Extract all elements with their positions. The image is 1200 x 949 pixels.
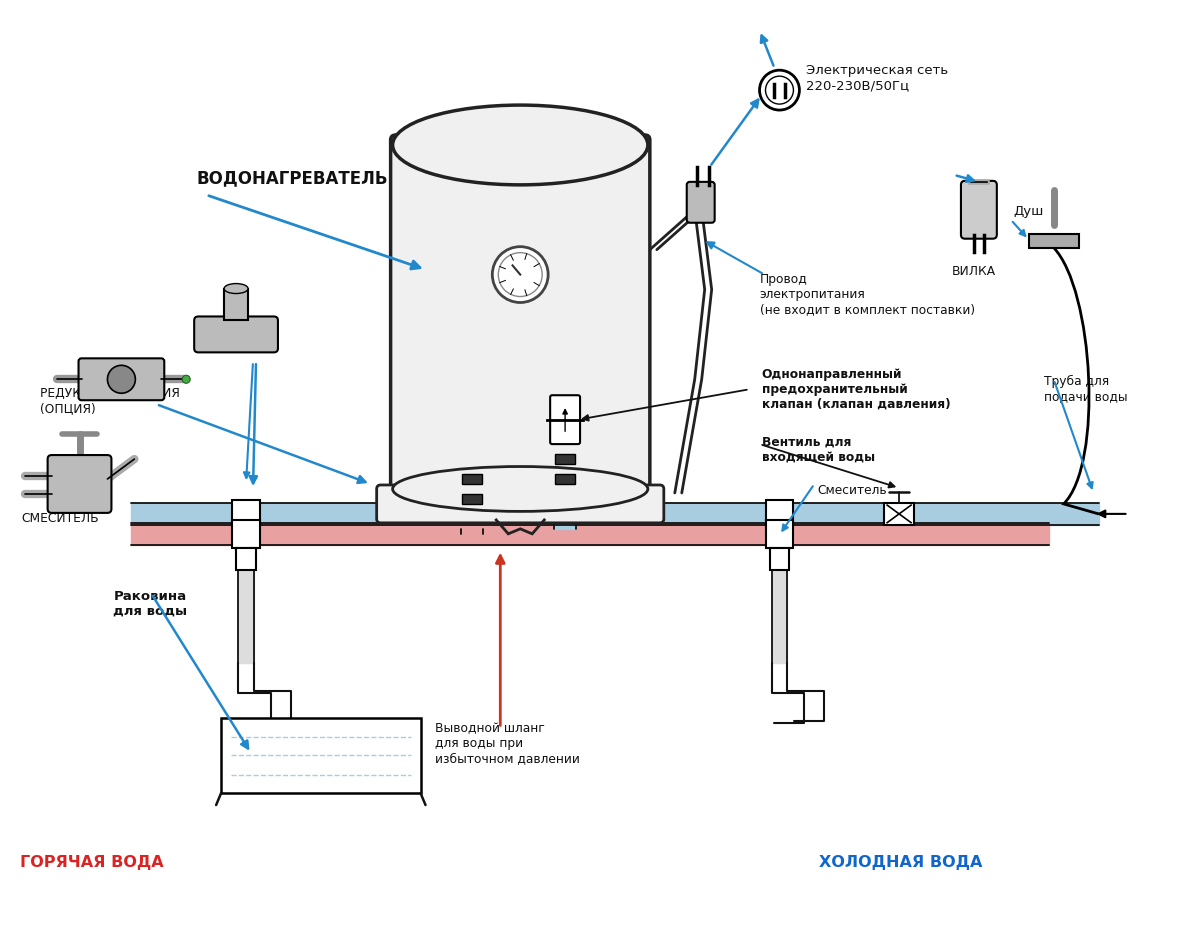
Bar (769, 548, 790, 569)
Text: Вентиль для
входящей воды: Вентиль для входящей воды (762, 435, 875, 463)
Text: Электрическая сеть
220-230В/50Гц: Электрическая сеть 220-230В/50Гц (806, 65, 948, 92)
Bar (224, 288, 248, 321)
Bar (556, 474, 575, 484)
FancyBboxPatch shape (686, 182, 715, 223)
Bar (1028, 233, 1079, 248)
Text: ТРОЙНИК: ТРОЙНИК (202, 325, 262, 338)
Text: ХОЛОДНАЯ ВОДА: ХОЛОДНАЯ ВОДА (820, 855, 983, 870)
Text: Душ: Душ (1014, 205, 1044, 218)
Bar (766, 520, 793, 548)
FancyBboxPatch shape (377, 485, 664, 523)
Circle shape (108, 365, 136, 393)
Circle shape (182, 375, 191, 383)
Text: Однонаправленный
предохранительный
клапан (клапан давления): Однонаправленный предохранительный клапа… (762, 368, 950, 411)
FancyBboxPatch shape (550, 395, 580, 444)
Bar (766, 500, 793, 528)
Text: Раковина
для воды: Раковина для воды (114, 589, 187, 618)
Bar (236, 548, 256, 569)
Circle shape (766, 76, 793, 104)
Ellipse shape (392, 105, 648, 185)
Bar (462, 474, 482, 484)
Text: ВИЛКА: ВИЛКА (952, 265, 996, 278)
Text: ГОРЯЧАЯ ВОДА: ГОРЯЧАЯ ВОДА (19, 855, 163, 870)
Ellipse shape (392, 467, 648, 512)
Bar (884, 503, 914, 525)
Circle shape (492, 247, 548, 303)
Bar (236, 528, 256, 549)
FancyBboxPatch shape (194, 316, 278, 352)
FancyBboxPatch shape (221, 718, 420, 793)
Text: Выводной шланг
для воды при
избыточном давлении: Выводной шланг для воды при избыточном д… (436, 721, 581, 765)
FancyBboxPatch shape (391, 135, 650, 493)
Text: Провод
электропитания
(не входит в комплект поставки): Провод электропитания (не входит в компл… (760, 273, 974, 316)
Text: РЕДУКТОР ДАВЛЕНИЯ
(ОПЦИЯ): РЕДУКТОР ДАВЛЕНИЯ (ОПЦИЯ) (40, 387, 180, 416)
Text: СМЕСИТЕЛЬ: СМЕСИТЕЛЬ (22, 512, 100, 526)
Bar (556, 454, 575, 464)
FancyBboxPatch shape (78, 359, 164, 400)
Text: Смеситель: Смеситель (817, 484, 887, 497)
FancyBboxPatch shape (48, 456, 112, 512)
Circle shape (760, 70, 799, 110)
Text: ВОДОНАГРЕВАТЕЛЬ: ВОДОНАГРЕВАТЕЛЬ (196, 169, 388, 187)
Bar (232, 500, 260, 528)
Ellipse shape (224, 284, 248, 293)
Bar (232, 520, 260, 548)
Bar (462, 493, 482, 504)
Text: Труба для
подачи воды: Труба для подачи воды (1044, 375, 1127, 403)
FancyBboxPatch shape (961, 181, 997, 239)
Circle shape (498, 252, 542, 296)
Bar (769, 528, 790, 549)
